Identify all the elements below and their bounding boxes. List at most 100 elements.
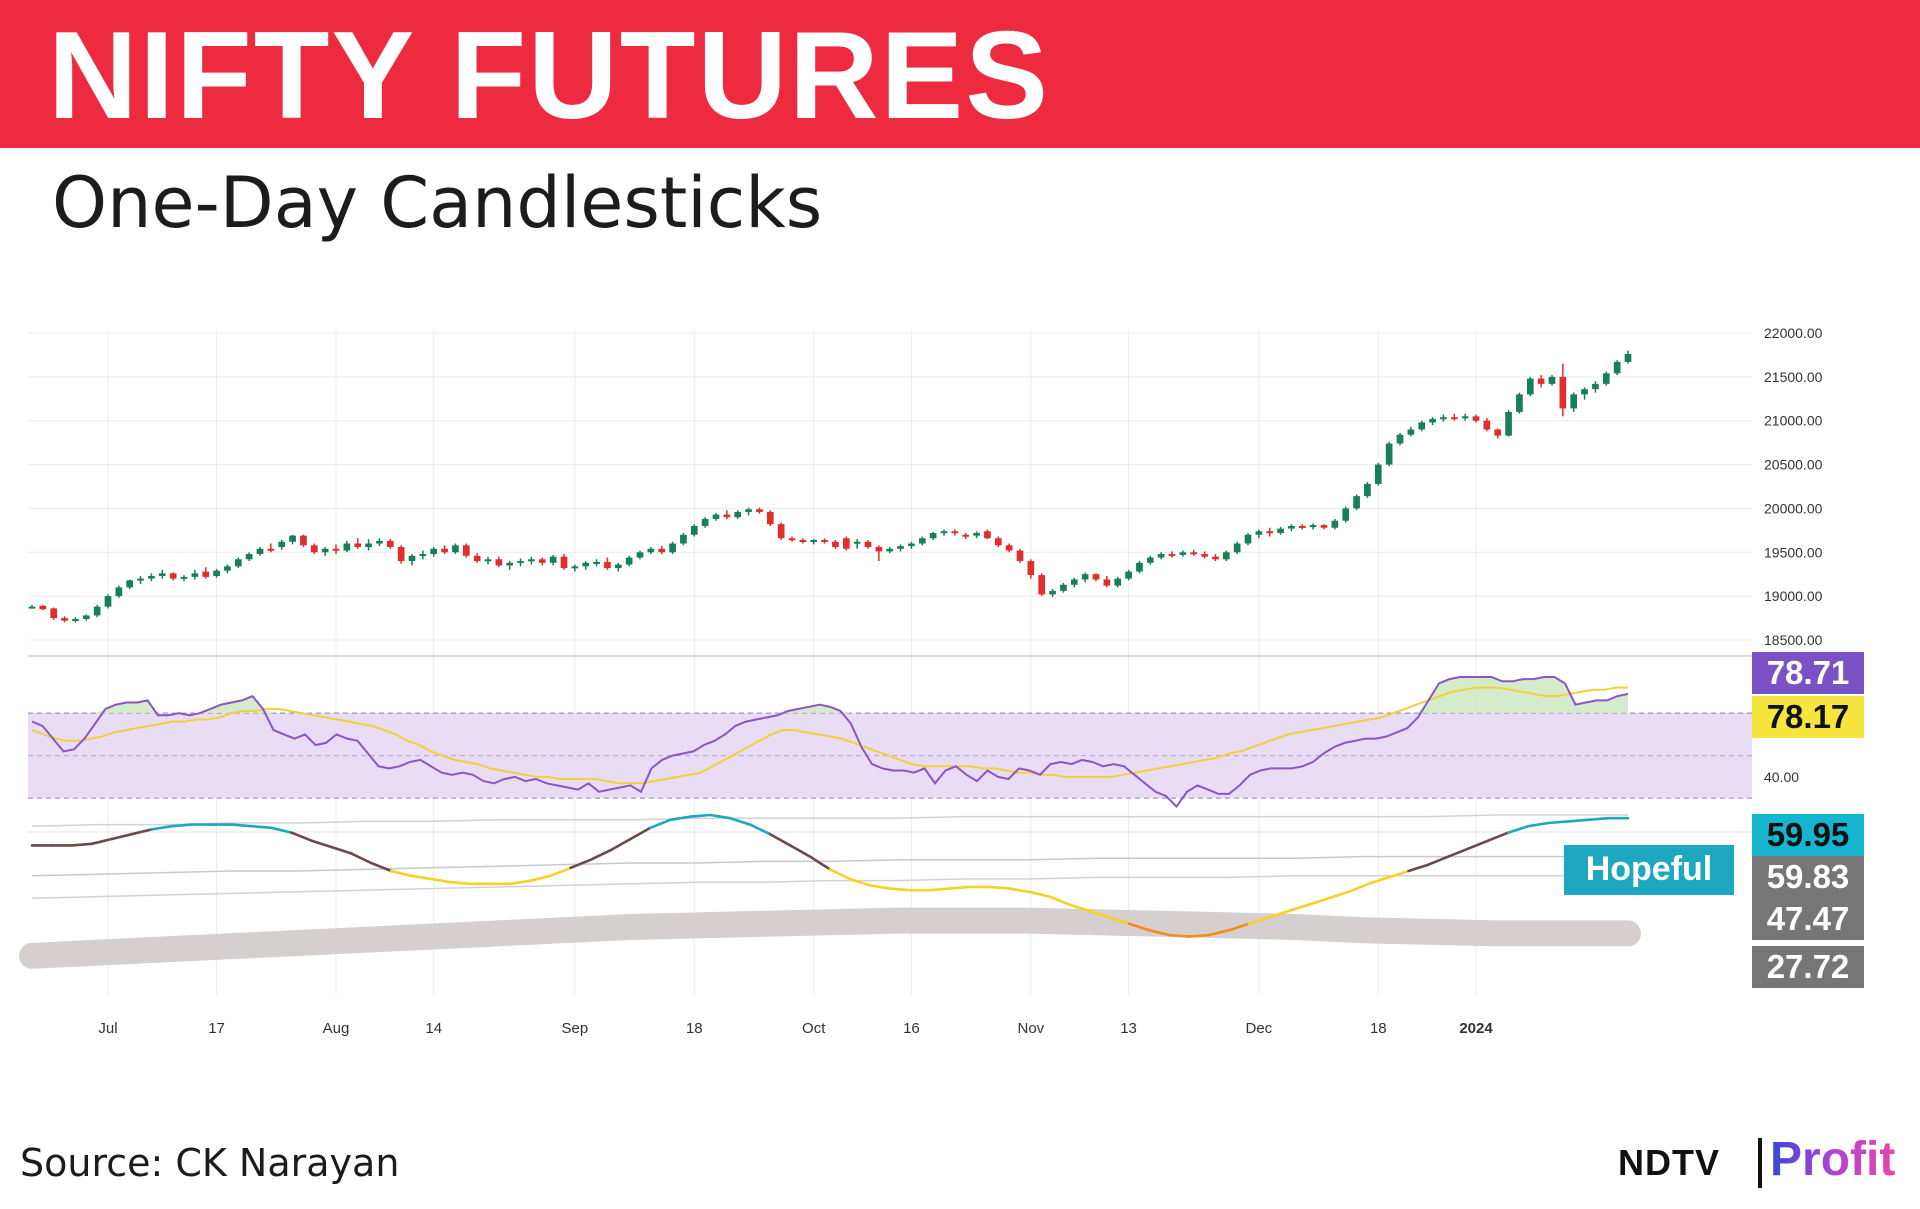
candlestick	[169, 572, 177, 581]
candle-body	[593, 561, 600, 564]
candle-body	[756, 509, 763, 512]
candlestick	[158, 569, 166, 579]
value-label-box	[1752, 898, 1864, 940]
oscillator-line-segment	[389, 869, 413, 878]
candle-body	[1624, 354, 1632, 362]
oscillator-line-segment	[888, 887, 912, 892]
candlestick	[1450, 413, 1458, 421]
candle-body	[810, 540, 818, 543]
oscillator-line-segment	[70, 842, 94, 847]
candle-body	[234, 559, 242, 567]
oscillator-line-segment	[1507, 824, 1530, 834]
candlestick	[28, 604, 36, 609]
candlestick	[951, 529, 959, 536]
candle-body	[625, 557, 633, 565]
candle-body	[1103, 579, 1111, 586]
oscillator-line-segment	[1407, 863, 1430, 873]
candle-body	[1146, 557, 1154, 563]
candlestick	[1179, 550, 1187, 557]
candlestick	[1038, 573, 1046, 597]
oscillator-line-segment	[1167, 933, 1191, 938]
candlestick	[1613, 360, 1621, 376]
oscillator-line-segment	[1467, 839, 1490, 850]
candlestick	[842, 536, 850, 551]
candlestick	[343, 540, 351, 553]
candle-body	[1494, 429, 1502, 436]
candle-body	[571, 566, 579, 569]
value-label-box	[1752, 856, 1864, 898]
candle-body	[506, 562, 514, 566]
candlestick	[202, 567, 210, 579]
value-label: 27.72	[1767, 948, 1850, 985]
oscillator-guide-line	[31, 873, 1629, 899]
oscillator-envelope-band	[19, 907, 1641, 969]
candle-body	[1570, 394, 1578, 409]
candle-body	[1364, 483, 1371, 497]
candlestick	[1342, 506, 1350, 523]
candlestick	[582, 561, 590, 570]
oscillator-line-segment	[1247, 916, 1271, 926]
x-tick-label: 14	[425, 1020, 442, 1037]
candlestick	[213, 568, 220, 578]
candle-body	[951, 531, 959, 534]
oscillator-line-segment	[1287, 903, 1311, 913]
candle-body	[853, 541, 861, 544]
oscillator-line-segment	[988, 885, 1011, 890]
price-tick-label: 22000.00	[1764, 325, 1823, 341]
value-label: 59.83	[1767, 858, 1850, 895]
candlestick	[690, 524, 698, 537]
oscillator-line-segment	[728, 816, 752, 826]
candle-body	[72, 618, 79, 621]
oscillator-line-segment	[1327, 890, 1350, 900]
candle-body	[1472, 416, 1480, 421]
candlestick	[278, 540, 286, 550]
oscillator-line-segment	[1526, 821, 1550, 828]
oscillator-line-segment	[1108, 916, 1131, 926]
candlestick	[918, 536, 926, 546]
candlestick	[669, 541, 676, 555]
candle-body	[1136, 562, 1143, 572]
candlestick	[408, 554, 416, 566]
candle-body	[278, 541, 286, 548]
candle-body	[984, 531, 991, 539]
candlestick	[126, 579, 134, 590]
oscillator-line-segment	[828, 868, 852, 881]
x-tick-label: 18	[1370, 1020, 1387, 1037]
candlestick	[658, 546, 666, 555]
candle-body	[1418, 422, 1426, 430]
candle-body	[343, 543, 351, 551]
x-tick-label: Dec	[1246, 1020, 1273, 1037]
candlestick	[115, 585, 123, 598]
candlestick	[1288, 524, 1295, 532]
oscillator-line-segment	[150, 824, 173, 831]
oscillator-line-segment	[1347, 882, 1370, 894]
candle-body	[538, 559, 546, 563]
oscillator-line-segment	[928, 887, 952, 892]
candle-body	[1592, 383, 1599, 390]
candlestick	[1016, 548, 1024, 563]
candle-body	[1407, 429, 1415, 435]
candle-body	[1233, 543, 1241, 553]
oscillator-line-segment	[250, 824, 273, 830]
oscillator-line-segment	[509, 879, 533, 886]
candle-body	[267, 548, 275, 551]
candle-body	[1288, 525, 1295, 529]
candle-body	[289, 535, 296, 542]
candlestick	[267, 543, 275, 553]
candlestick	[875, 545, 883, 562]
candle-body	[256, 548, 264, 555]
candlestick	[419, 550, 427, 560]
candlestick	[1440, 414, 1447, 422]
page-title: NIFTY FUTURES	[48, 7, 1050, 145]
candle-body	[224, 566, 231, 571]
candle-body	[669, 543, 676, 553]
candlestick	[104, 594, 112, 609]
oscillator-line-segment	[748, 823, 772, 836]
x-tick-label: Sep	[562, 1020, 589, 1037]
oscillator-line-segment	[329, 845, 353, 855]
candlestick	[777, 522, 785, 541]
hopeful-tag	[1564, 845, 1734, 895]
candlestick	[1461, 413, 1469, 421]
source-credit: Source: CK Narayan	[20, 1141, 400, 1185]
candle-body	[875, 547, 883, 552]
